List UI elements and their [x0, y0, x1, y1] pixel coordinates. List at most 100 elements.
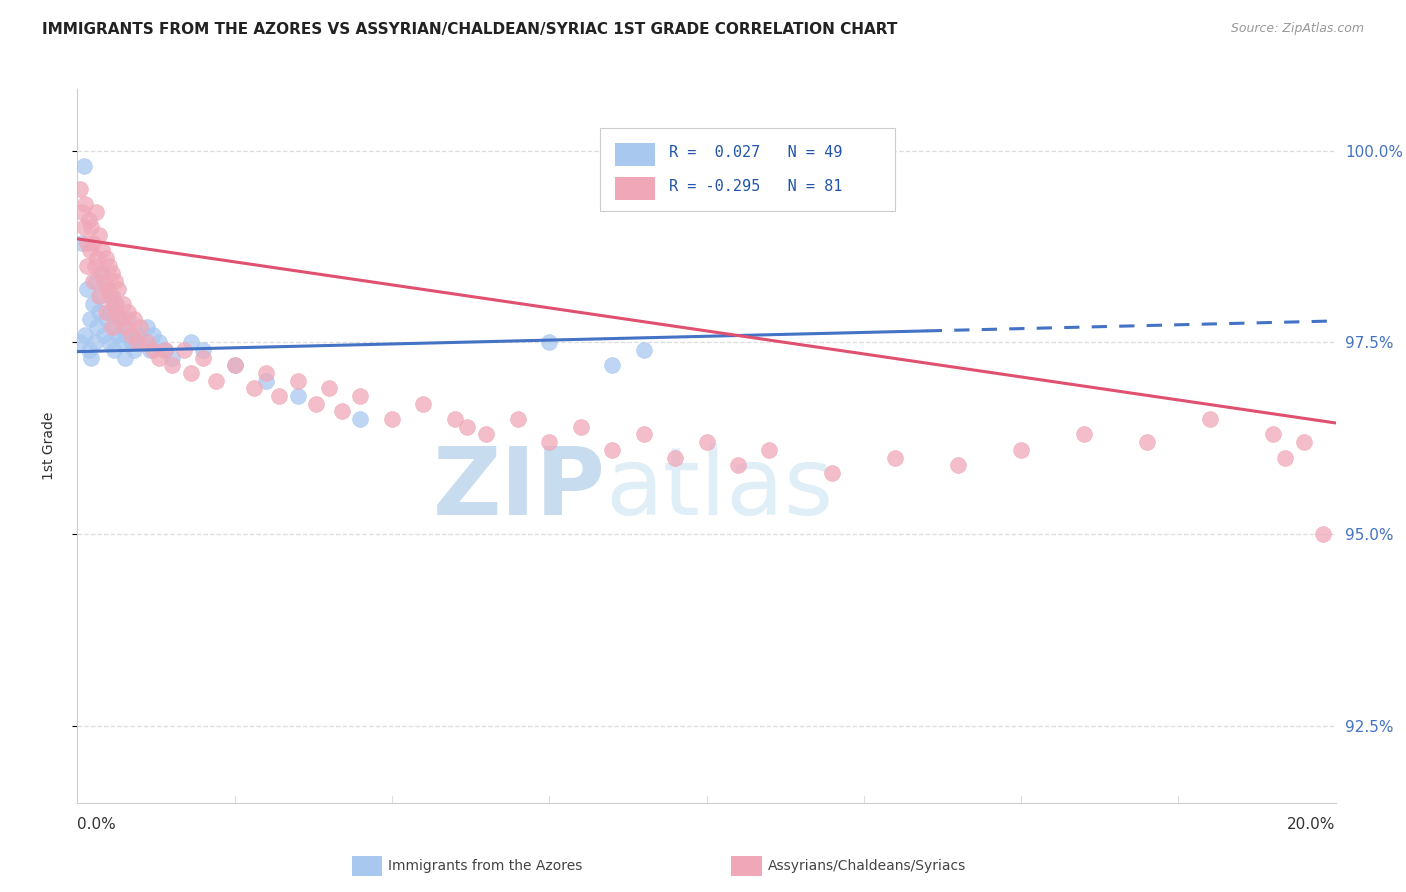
Point — [79, 244, 101, 258]
Point — [600, 359, 623, 373]
Point — [80, 351, 103, 365]
Point — [80, 220, 103, 235]
Point — [107, 282, 129, 296]
Point — [82, 297, 104, 311]
Point — [633, 343, 655, 357]
Point — [330, 404, 353, 418]
Point — [180, 366, 202, 380]
Point — [1010, 442, 1032, 457]
Point — [1199, 412, 1222, 426]
Point — [287, 389, 309, 403]
Point — [155, 343, 177, 357]
Point — [129, 320, 152, 334]
Point — [122, 343, 145, 357]
Point — [73, 327, 96, 342]
Point — [120, 327, 142, 342]
Point — [254, 366, 277, 380]
Point — [155, 343, 177, 357]
Point — [381, 412, 404, 426]
Point — [1312, 527, 1334, 541]
Point — [72, 235, 94, 250]
Point — [72, 220, 94, 235]
Point — [475, 427, 498, 442]
Point — [160, 359, 183, 373]
Point — [111, 297, 134, 311]
Point — [148, 335, 170, 350]
Point — [456, 419, 478, 434]
Point — [349, 389, 371, 403]
Point — [93, 274, 115, 288]
Point — [318, 381, 340, 395]
Point — [86, 251, 108, 265]
Point — [267, 389, 290, 403]
Point — [538, 335, 561, 350]
Point — [103, 297, 125, 311]
Text: R = -0.295   N = 81: R = -0.295 N = 81 — [669, 179, 842, 194]
Point — [633, 427, 655, 442]
Point — [90, 266, 112, 280]
Point — [160, 351, 183, 365]
Point — [696, 435, 718, 450]
Point — [110, 312, 132, 326]
Point — [86, 320, 108, 334]
Point — [117, 312, 139, 326]
Point — [101, 320, 124, 334]
Text: 0.0%: 0.0% — [77, 816, 117, 831]
Point — [120, 335, 142, 350]
Point — [79, 312, 101, 326]
Point — [72, 205, 94, 219]
Point — [89, 304, 111, 318]
Point — [138, 343, 160, 357]
Point — [93, 327, 115, 342]
Point — [94, 304, 117, 318]
Point — [76, 282, 98, 296]
Point — [76, 259, 98, 273]
Text: 20.0%: 20.0% — [1288, 816, 1336, 831]
Point — [287, 374, 309, 388]
Point — [98, 289, 121, 303]
Point — [1261, 427, 1284, 442]
Point — [111, 335, 134, 350]
Text: R =  0.027   N = 49: R = 0.027 N = 49 — [669, 145, 842, 161]
Point — [1294, 435, 1316, 450]
Text: IMMIGRANTS FROM THE AZORES VS ASSYRIAN/CHALDEAN/SYRIAC 1ST GRADE CORRELATION CHA: IMMIGRANTS FROM THE AZORES VS ASSYRIAN/C… — [42, 22, 897, 37]
Point — [224, 359, 246, 373]
Point — [142, 343, 165, 357]
Point — [91, 244, 114, 258]
Point — [101, 266, 124, 280]
Text: Assyrians/Chaldeans/Syriacs: Assyrians/Chaldeans/Syriacs — [768, 859, 966, 873]
Point — [98, 304, 121, 318]
Point — [104, 320, 127, 334]
Point — [91, 266, 114, 280]
Point — [1274, 450, 1296, 465]
FancyBboxPatch shape — [599, 128, 896, 211]
Point — [94, 251, 117, 265]
Point — [76, 235, 98, 250]
Point — [84, 335, 107, 350]
Point — [180, 335, 202, 350]
Point — [96, 282, 118, 296]
Point — [305, 397, 328, 411]
Point — [142, 327, 165, 342]
Point — [114, 320, 136, 334]
Text: Source: ZipAtlas.com: Source: ZipAtlas.com — [1230, 22, 1364, 36]
Bar — [614, 177, 655, 200]
Point — [69, 182, 91, 196]
Text: ZIP: ZIP — [433, 442, 606, 535]
Point — [117, 304, 139, 318]
Point — [569, 419, 592, 434]
Point — [506, 412, 529, 426]
Point — [73, 197, 96, 211]
Point — [90, 289, 112, 303]
Point — [204, 374, 226, 388]
Point — [135, 335, 157, 350]
Point — [97, 335, 120, 350]
Point — [107, 327, 129, 342]
Point — [110, 312, 132, 326]
Point — [127, 335, 149, 350]
Point — [242, 381, 264, 395]
Point — [148, 351, 170, 365]
Point — [97, 259, 120, 273]
Point — [101, 289, 124, 303]
Point — [82, 274, 104, 288]
